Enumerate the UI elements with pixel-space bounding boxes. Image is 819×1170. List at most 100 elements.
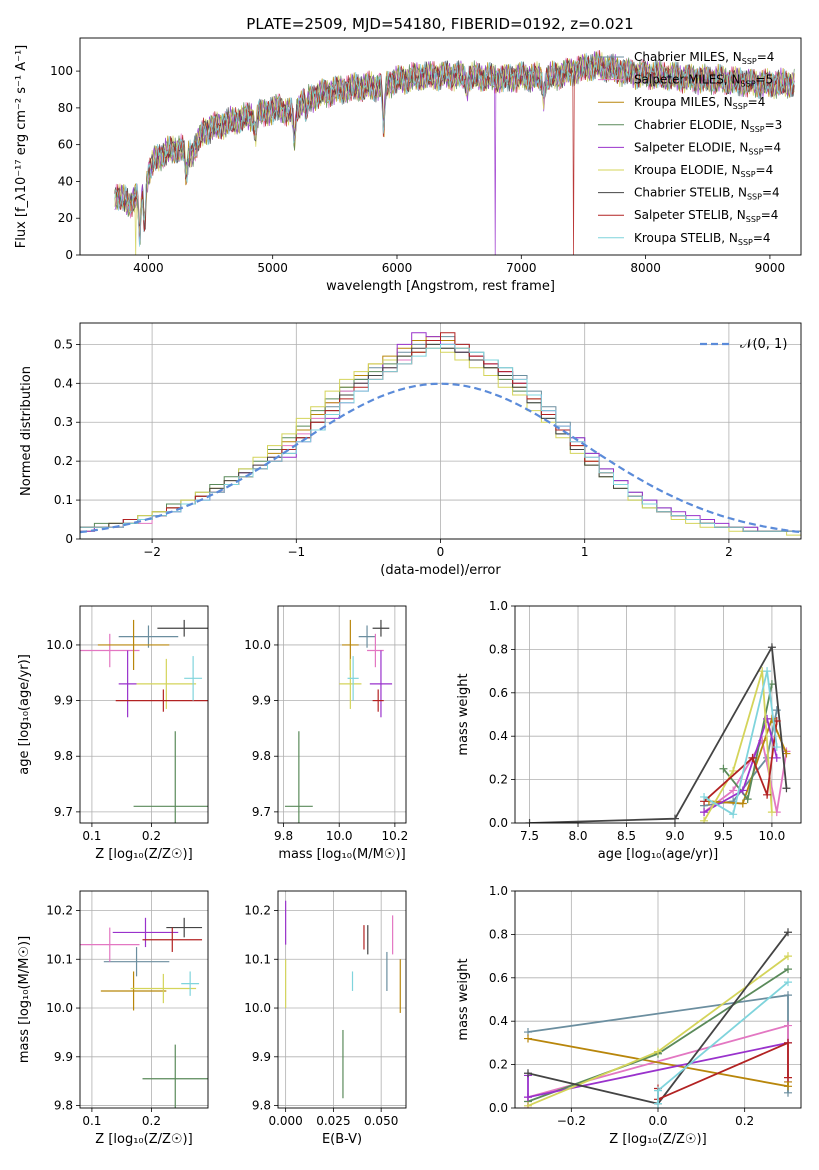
weight-marker xyxy=(524,1101,532,1108)
y-tick-label: 0.5 xyxy=(54,337,73,351)
age-vs-mass-ticks: 9.8 10.0 10.29.79.89.910.0 xyxy=(244,638,408,843)
weight-marker xyxy=(784,1073,792,1082)
weight-marker xyxy=(524,1069,532,1078)
weight-marker xyxy=(784,978,792,987)
y-tick-label: 9.9 xyxy=(54,694,73,708)
y-tick-label: 9.8 xyxy=(54,1099,73,1113)
age-vs-Z-xlabel: Z [log₁₀(Z/Z☉)] xyxy=(95,847,192,862)
y-tick-label: 10.2 xyxy=(46,904,73,918)
spectrum-plot-area xyxy=(114,50,795,255)
x-tick-label: 8.5 xyxy=(617,829,636,843)
y-tick-label: 9.8 xyxy=(54,749,73,763)
x-tick-label: 2 xyxy=(725,545,733,559)
mass-vs-Z-axes: 0.1 0.2 9.8 9.9 10.0 10.1 10.2 Z [log₁₀(Z/Z☉)] m… xyxy=(17,890,209,1147)
age-vs-Z-ticks: 0.1 0.2 9.7 9.8 9.9 10.0 xyxy=(46,638,161,843)
weight-line xyxy=(529,644,788,823)
weight-marker xyxy=(738,799,747,808)
y-tick-label: 40 xyxy=(58,174,73,188)
weight-marker xyxy=(772,706,781,715)
spectrum-frame xyxy=(79,37,802,256)
y-tick-label: 10.1 xyxy=(46,952,73,966)
weight-vs-age-frame xyxy=(514,605,802,824)
weight-marker xyxy=(525,819,534,823)
weight-vs-age-ylabel: mass weight xyxy=(456,673,471,755)
legend-label: Salpeter MILES, NSSP=5 xyxy=(634,73,773,89)
weight-vs-Z-frame xyxy=(514,890,802,1109)
x-tick-label: 8000 xyxy=(630,261,661,275)
mass-vs-Z-ylabel: mass [log₁₀(M/M☉)] xyxy=(17,936,32,1063)
y-tick-label: 20 xyxy=(58,211,73,225)
legend-label: Salpeter ELODIE, NSSP=4 xyxy=(634,140,781,156)
weight-marker xyxy=(729,786,738,795)
y-tick-label: 0.4 xyxy=(54,376,73,390)
residual-histogram-ylabel: Normed distribution xyxy=(19,366,34,496)
weight-marker xyxy=(784,1021,792,1030)
y-tick-label: 0.8 xyxy=(489,642,508,656)
mass-vs-EBV-plot-area xyxy=(285,900,401,1099)
weight-marker xyxy=(729,766,738,775)
mass-vs-Z-xlabel: Z [log₁₀(Z/Z☉)] xyxy=(95,1132,192,1147)
y-tick-label: 9.9 xyxy=(252,694,271,708)
y-tick-label: 0.2 xyxy=(489,773,508,787)
weight-marker xyxy=(738,786,747,795)
legend-label: Chabrier MILES, NSSP=4 xyxy=(634,50,774,66)
y-tick-label: 10.1 xyxy=(244,952,271,966)
spectrum-line xyxy=(114,52,795,247)
weight-marker xyxy=(654,1047,662,1056)
weight-line xyxy=(703,720,778,802)
x-tick-label: 9.8 xyxy=(274,829,293,843)
y-tick-label: 0.2 xyxy=(54,454,73,468)
spectrum-xlabel: wavelength [Angstrom, rest frame] xyxy=(326,279,555,294)
y-tick-label: 9.8 xyxy=(252,749,271,763)
age-vs-Z-plot-area xyxy=(80,619,208,823)
x-tick-label: 0.0 xyxy=(648,1114,667,1128)
weight-vs-age-xlabel: age [log₁₀(age/yr)] xyxy=(598,847,719,862)
weight-marker xyxy=(654,1086,662,1095)
weight-marker xyxy=(767,808,776,817)
weight-marker xyxy=(719,764,728,773)
mass-vs-EBV-frame xyxy=(277,890,407,1109)
normal-reference-curve xyxy=(80,382,801,534)
x-tick-label: 7000 xyxy=(506,261,537,275)
x-tick-label: 1 xyxy=(581,545,589,559)
y-tick-label: 10.0 xyxy=(46,638,73,652)
weight-marker xyxy=(782,784,791,793)
weight-marker xyxy=(743,795,752,804)
x-tick-label: 4000 xyxy=(133,261,164,275)
y-tick-label: 9.7 xyxy=(54,805,73,819)
y-tick-label: 0.8 xyxy=(489,927,508,941)
weight-marker xyxy=(748,753,757,762)
weight-marker xyxy=(524,1093,532,1102)
y-tick-label: 10.0 xyxy=(46,1001,73,1015)
weight-line xyxy=(703,670,778,816)
legend-label: Kroupa STELIB, NSSP=4 xyxy=(634,231,771,247)
mass-vs-EBV-xlabel: E(B-V) xyxy=(322,1132,362,1147)
histogram-legend: 𝒩(0, 1) xyxy=(700,337,787,352)
y-tick-label: 9.9 xyxy=(54,1050,73,1064)
x-tick-label: 0.1 xyxy=(82,829,101,843)
weight-marker xyxy=(784,991,792,1000)
weight-marker xyxy=(524,1034,532,1043)
residual-histogram-frame xyxy=(79,322,802,540)
weight-marker xyxy=(670,814,679,823)
weight-line xyxy=(703,715,778,813)
x-tick-label: 0.000 xyxy=(268,1114,302,1128)
y-tick-label: 1.0 xyxy=(489,599,508,613)
y-tick-label: 10.2 xyxy=(244,904,271,918)
x-tick-label: 0 xyxy=(437,545,445,559)
y-tick-label: 60 xyxy=(58,138,73,152)
legend-label: Chabrier STELIB, NSSP=4 xyxy=(634,186,780,202)
y-tick-label: 9.9 xyxy=(252,1050,271,1064)
weight-marker xyxy=(654,1099,662,1108)
y-tick-label: 0.4 xyxy=(489,1014,508,1028)
weight-vs-age-ticks: 7.5 8.0 8.5 9.0 9.5 10.0 0.0 0.2 0.4 0.6 0.8 1.0 xyxy=(489,599,785,843)
weight-marker xyxy=(767,643,776,652)
weight-vs-Z-axes: −0.2 0.0 0.2 0.0 0.2 0.4 0.6 0.8 1.0 Z [log₁₀(Z/Z… xyxy=(456,884,802,1147)
x-tick-label: −1 xyxy=(287,545,305,559)
weight-marker xyxy=(784,952,792,961)
x-tick-label: 9.5 xyxy=(714,829,733,843)
residual-histogram-ticks: −2 −1 0 1 2 0 0.1 0.2 0.3 0.4 0.5 xyxy=(54,337,733,559)
residual-histogram-plot-area xyxy=(80,332,801,539)
